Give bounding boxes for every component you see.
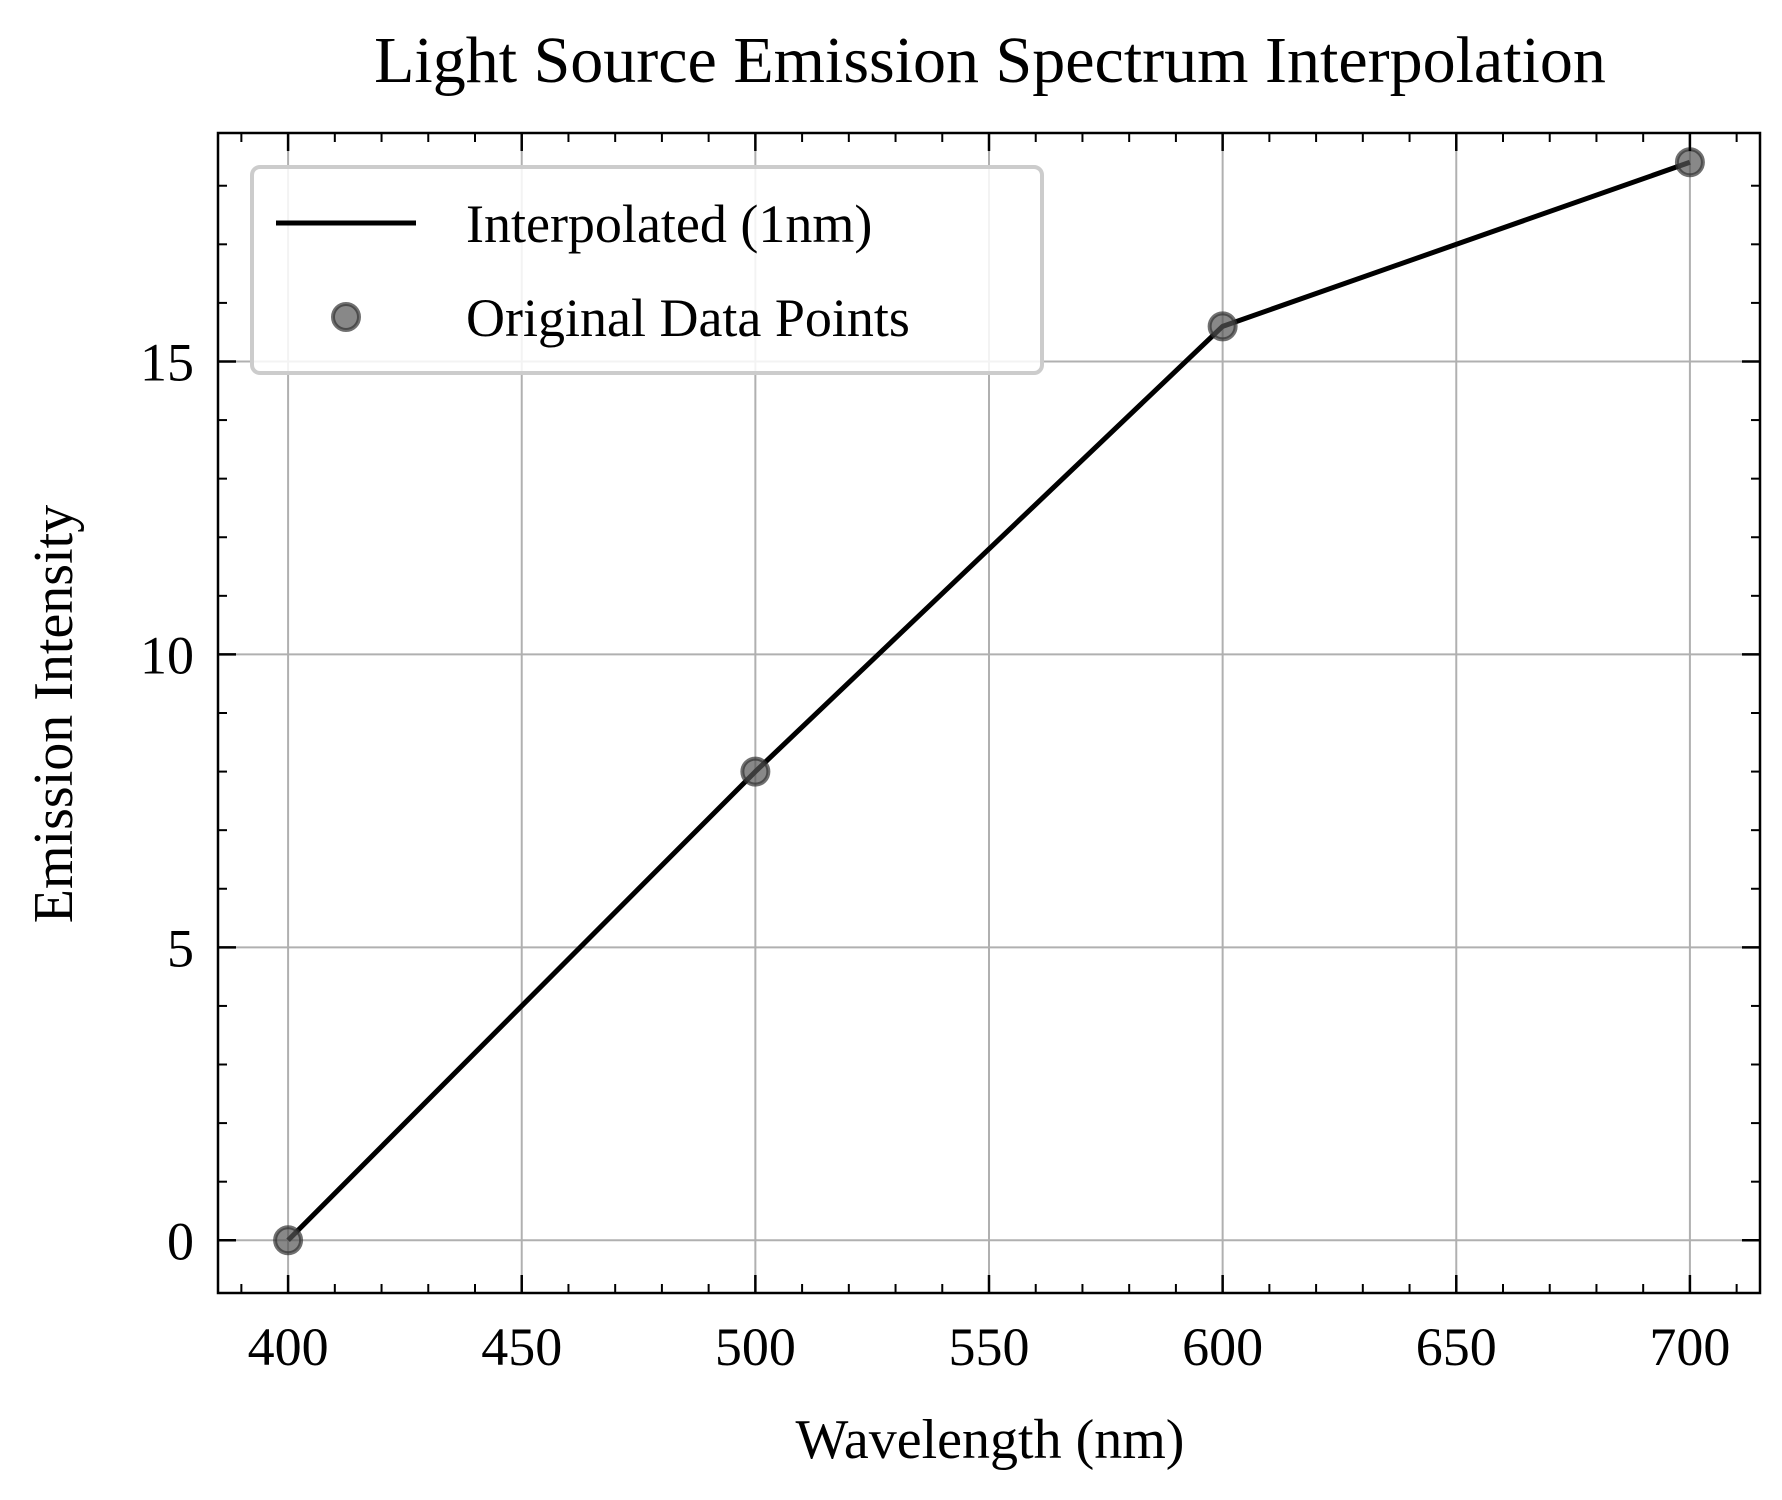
legend-box	[250, 165, 1044, 375]
legend-label-original: Original Data Points	[466, 288, 910, 348]
data-point	[1674, 147, 1705, 178]
x-tick-label: 600	[1182, 1317, 1263, 1377]
axis-ticks: 400 450 500 550 600 650 700 0 5 10 15	[140, 133, 1760, 1377]
x-tick-label: 400	[248, 1317, 329, 1377]
x-tick-label: 700	[1649, 1317, 1730, 1377]
y-tick-label: 15	[140, 332, 194, 392]
x-tick-label: 450	[481, 1317, 562, 1377]
data-point	[1207, 311, 1238, 342]
legend-label-interpolated: Interpolated (1nm)	[466, 194, 872, 254]
data-point	[740, 756, 771, 787]
x-tick-label: 650	[1416, 1317, 1497, 1377]
x-tick-label: 500	[715, 1317, 796, 1377]
y-tick-label: 0	[167, 1211, 194, 1271]
x-tick-label: 550	[949, 1317, 1030, 1377]
legend-marker-swatch	[331, 302, 361, 332]
chart-title: Light Source Emission Spectrum Interpola…	[374, 24, 1606, 97]
legend: Interpolated (1nm) Original Data Points	[250, 165, 1044, 375]
plot-series	[273, 147, 1705, 1256]
y-tick-label: 5	[167, 918, 194, 978]
data-point	[273, 1225, 304, 1256]
interpolated-line	[286, 159, 1691, 1243]
y-axis-label: Emission Intensity	[23, 505, 85, 923]
y-tick-label: 10	[140, 625, 194, 685]
x-axis-label: Wavelength (nm)	[796, 1409, 1185, 1471]
